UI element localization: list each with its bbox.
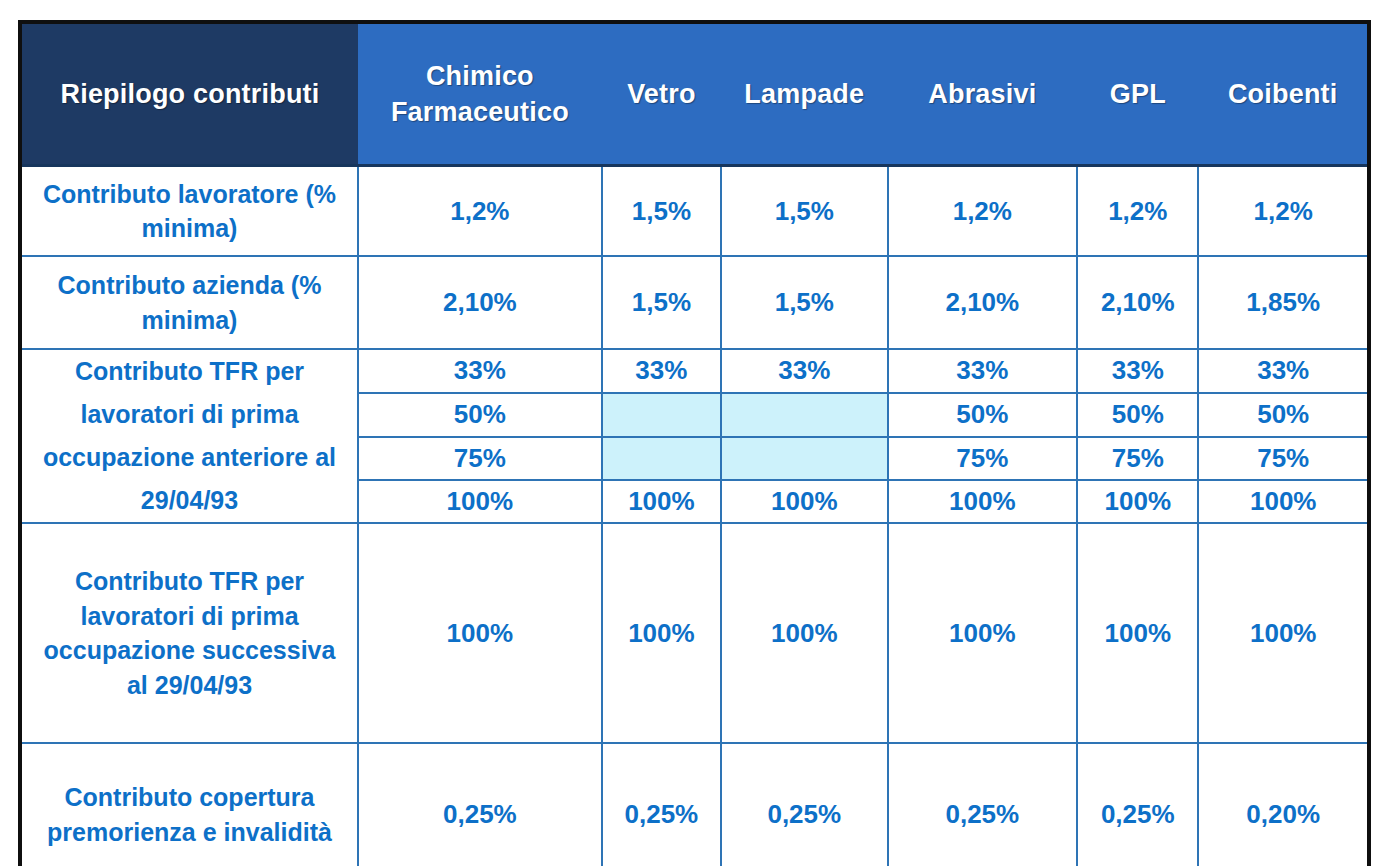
table-row-contributo-lavoratore: Contributo lavoratore (% minima) 1,2% 1,…	[20, 166, 1369, 257]
value-cell: 100%	[888, 523, 1078, 743]
value-cell: 50%	[1198, 393, 1369, 437]
value-cell: 1,2%	[888, 166, 1078, 257]
value-cell: 0,25%	[358, 743, 602, 866]
page: Riepilogo contributi Chimico Farmaceutic…	[0, 0, 1390, 866]
column-header-abrasivi: Abrasivi	[888, 22, 1078, 166]
value-cell: 100%	[721, 523, 887, 743]
value-cell: 100%	[1198, 480, 1369, 523]
value-cell: 33%	[888, 349, 1078, 393]
empty-highlighted-cell	[602, 393, 721, 437]
value-cell: 50%	[888, 393, 1078, 437]
value-cell: 33%	[358, 349, 602, 393]
table-row-contributo-azienda: Contributo azienda (% minima) 2,10% 1,5%…	[20, 256, 1369, 349]
row-label: Contributo TFR per lavoratori di prima o…	[20, 523, 358, 743]
row-label-tfr-anteriore: Contributo TFR per lavoratori di prima o…	[20, 349, 358, 523]
table-row-tfr-successiva: Contributo TFR per lavoratori di prima o…	[20, 523, 1369, 743]
value-cell: 50%	[358, 393, 602, 437]
empty-highlighted-cell	[602, 437, 721, 481]
value-cell: 0,20%	[1198, 743, 1369, 866]
value-cell: 100%	[1077, 480, 1198, 523]
table-row-copertura-premorienza: Contributo copertura premorienza e inval…	[20, 743, 1369, 866]
row-label: Contributo lavoratore (% minima)	[20, 166, 358, 257]
value-cell: 1,85%	[1198, 256, 1369, 349]
table-title-corner-cell: Riepilogo contributi	[20, 22, 358, 166]
value-cell: 1,5%	[721, 256, 887, 349]
value-cell: 75%	[888, 437, 1078, 481]
value-cell: 100%	[602, 523, 721, 743]
column-header-vetro: Vetro	[602, 22, 721, 166]
header-row: Riepilogo contributi Chimico Farmaceutic…	[20, 22, 1369, 166]
value-cell: 1,2%	[358, 166, 602, 257]
value-cell: 0,25%	[888, 743, 1078, 866]
value-cell: 1,5%	[721, 166, 887, 257]
empty-highlighted-cell	[721, 437, 887, 481]
value-cell: 75%	[358, 437, 602, 481]
empty-highlighted-cell	[721, 393, 887, 437]
value-cell: 0,25%	[1077, 743, 1198, 866]
value-cell: 100%	[721, 480, 887, 523]
value-cell: 1,2%	[1077, 166, 1198, 257]
value-cell: 100%	[888, 480, 1078, 523]
value-cell: 1,5%	[602, 256, 721, 349]
value-cell: 100%	[358, 480, 602, 523]
row-label: Contributo azienda (% minima)	[20, 256, 358, 349]
value-cell: 50%	[1077, 393, 1198, 437]
table-subrow-tfr-anteriore-33: Contributo TFR per lavoratori di prima o…	[20, 349, 1369, 393]
value-cell: 75%	[1077, 437, 1198, 481]
value-cell: 1,2%	[1198, 166, 1369, 257]
column-header-coibenti: Coibenti	[1198, 22, 1369, 166]
column-header-gpl: GPL	[1077, 22, 1198, 166]
value-cell: 33%	[721, 349, 887, 393]
value-cell: 33%	[1077, 349, 1198, 393]
value-cell: 100%	[602, 480, 721, 523]
value-cell: 1,5%	[602, 166, 721, 257]
value-cell: 33%	[1198, 349, 1369, 393]
value-cell: 2,10%	[358, 256, 602, 349]
column-header-chimico-farmaceutico: Chimico Farmaceutico	[358, 22, 602, 166]
value-cell: 0,25%	[721, 743, 887, 866]
value-cell: 0,25%	[602, 743, 721, 866]
value-cell: 100%	[1077, 523, 1198, 743]
value-cell: 100%	[358, 523, 602, 743]
value-cell: 75%	[1198, 437, 1369, 481]
column-header-lampade: Lampade	[721, 22, 887, 166]
value-cell: 100%	[1198, 523, 1369, 743]
value-cell: 2,10%	[1077, 256, 1198, 349]
row-label: Contributo copertura premorienza e inval…	[20, 743, 358, 866]
value-cell: 33%	[602, 349, 721, 393]
value-cell: 2,10%	[888, 256, 1078, 349]
contribution-summary-table: Riepilogo contributi Chimico Farmaceutic…	[18, 20, 1371, 866]
